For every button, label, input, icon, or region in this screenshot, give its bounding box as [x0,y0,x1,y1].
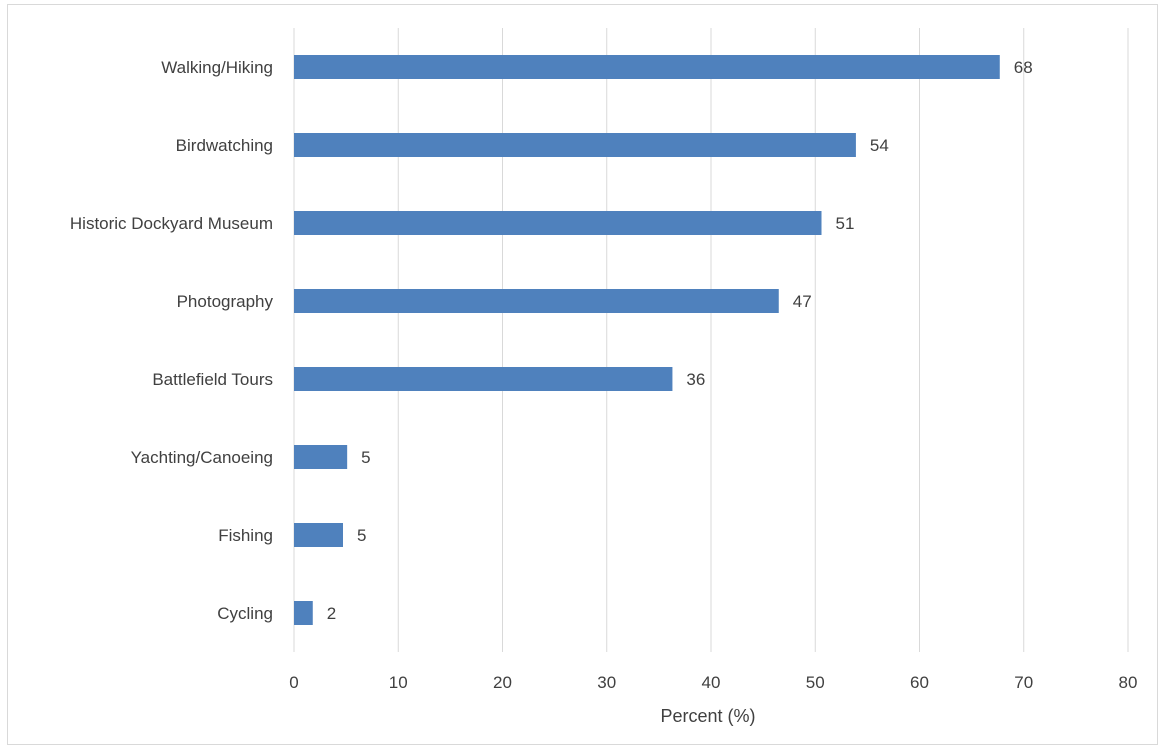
category-label: Birdwatching [176,136,273,155]
x-tick-label: 70 [1014,673,1033,692]
data-label: 51 [836,214,855,233]
bar [294,445,348,469]
gridlines [293,28,1129,652]
bar [294,601,313,625]
bars [294,55,1000,625]
bar [294,133,856,157]
data-label: 47 [793,292,812,311]
data-label: 5 [357,526,366,545]
bar [294,367,673,391]
category-label: Historic Dockyard Museum [70,214,273,233]
x-tick-label: 50 [806,673,825,692]
x-tick-label: 80 [1119,673,1138,692]
category-labels: Walking/Hiking Birdwatching Historic Docky… [70,58,274,623]
x-tick-label: 0 [289,673,298,692]
data-label: 5 [361,448,370,467]
x-tick-label: 10 [389,673,408,692]
bar [294,523,343,547]
data-labels: 68 54 51 47 36 5 5 2 [327,58,1033,623]
category-label: Cycling [217,604,273,623]
bar [294,55,1000,79]
x-tick-label: 30 [597,673,616,692]
data-label: 54 [870,136,889,155]
category-label: Yachting/Canoeing [131,448,273,467]
x-tick-label: 40 [702,673,721,692]
x-tick-labels: 0 10 20 30 40 50 60 70 80 [289,673,1137,692]
data-label: 2 [327,604,336,623]
bar [294,289,779,313]
x-tick-label: 20 [493,673,512,692]
category-label: Photography [177,292,274,311]
category-label: Walking/Hiking [161,58,273,77]
data-label: 36 [686,370,705,389]
data-label: 68 [1014,58,1033,77]
category-label: Battlefield Tours [152,370,273,389]
category-label: Fishing [218,526,273,545]
bar [294,211,822,235]
x-tick-label: 60 [910,673,929,692]
x-axis-title: Percent (%) [660,706,755,726]
